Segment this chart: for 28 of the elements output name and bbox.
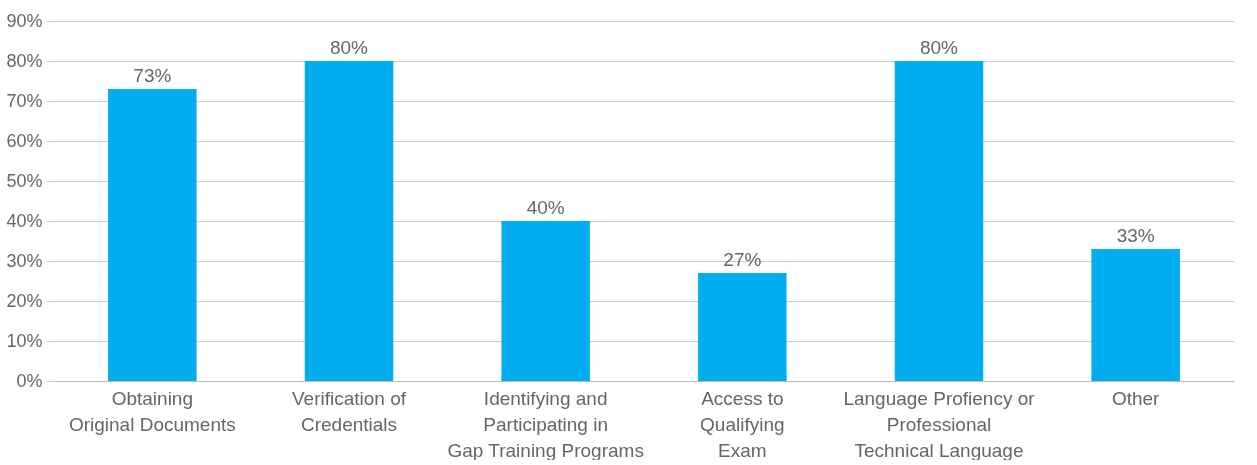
bar <box>501 221 590 381</box>
y-tick-label: 80% <box>6 50 43 71</box>
data-label: 40% <box>526 197 565 218</box>
bar <box>894 61 984 381</box>
bar <box>1091 249 1180 381</box>
x-tick-label: Verification of Credentials <box>291 387 407 435</box>
data-label: 33% <box>1116 225 1155 246</box>
y-tick-label: 10% <box>6 330 43 351</box>
x-tick-label: Obtaining Original Documents <box>68 387 236 435</box>
data-label: 27% <box>723 249 762 270</box>
x-tick-label: Identifying and Participating in Gap Training Programs <box>447 387 644 461</box>
y-tick-label: 0% <box>16 370 43 391</box>
x-tick-label: Other <box>1111 387 1161 409</box>
x-tick-label: Access to Qualifying Exam <box>700 387 785 461</box>
bar <box>698 273 787 381</box>
y-tick-label: 30% <box>6 250 43 271</box>
data-label: 73% <box>133 65 172 86</box>
x-tick-label: Language Profiency or Professional Technical Language <box>843 387 1036 461</box>
bar <box>304 61 394 381</box>
y-tick-label: 50% <box>6 170 43 191</box>
data-label: 80% <box>919 37 959 58</box>
y-tick-label: 20% <box>6 290 43 311</box>
bar <box>108 89 197 381</box>
y-tick-label: 90% <box>6 10 43 31</box>
y-tick-label: 40% <box>6 210 43 231</box>
data-label: 80% <box>329 37 369 58</box>
y-tick-label: 70% <box>6 90 43 111</box>
y-tick-label: 60% <box>6 130 43 151</box>
